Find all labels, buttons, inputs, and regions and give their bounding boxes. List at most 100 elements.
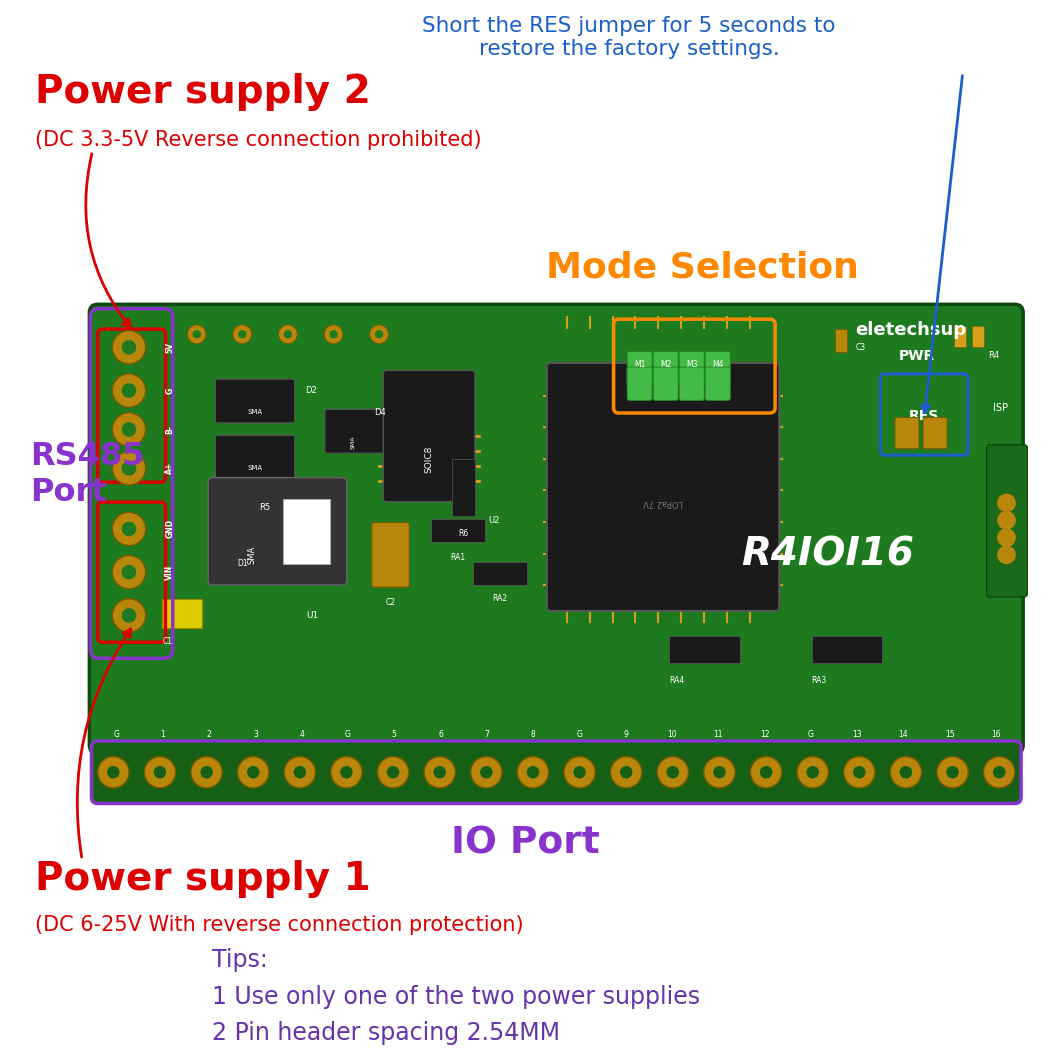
Text: 2: 2	[207, 730, 211, 739]
Text: PWR: PWR	[899, 349, 934, 363]
Circle shape	[470, 757, 502, 788]
Text: C1: C1	[163, 637, 172, 646]
Circle shape	[340, 766, 353, 778]
Text: 1: 1	[161, 730, 165, 739]
Circle shape	[122, 383, 136, 398]
Text: B-: B-	[166, 425, 174, 434]
Circle shape	[122, 522, 136, 537]
Text: D4: D4	[374, 407, 385, 417]
Text: RA1: RA1	[450, 552, 466, 562]
Circle shape	[112, 598, 146, 632]
Circle shape	[620, 766, 632, 778]
Text: D1: D1	[237, 559, 248, 568]
Text: 5: 5	[392, 730, 397, 739]
Text: IO Port: IO Port	[450, 825, 600, 861]
Text: RS485
Port: RS485 Port	[30, 441, 145, 507]
Circle shape	[187, 324, 206, 343]
Circle shape	[806, 766, 819, 778]
FancyBboxPatch shape	[627, 352, 652, 384]
Circle shape	[122, 461, 136, 476]
Circle shape	[704, 757, 735, 788]
Circle shape	[284, 330, 292, 338]
FancyBboxPatch shape	[89, 304, 1023, 754]
Text: R4IOI16: R4IOI16	[741, 536, 914, 574]
FancyBboxPatch shape	[383, 371, 475, 502]
Circle shape	[993, 766, 1006, 778]
Text: Tips:: Tips:	[212, 948, 268, 972]
Bar	[472, 562, 527, 585]
Text: M4: M4	[712, 360, 723, 369]
Circle shape	[998, 528, 1015, 547]
Circle shape	[191, 757, 223, 788]
Bar	[284, 499, 330, 564]
Circle shape	[237, 757, 269, 788]
Circle shape	[527, 766, 540, 778]
Circle shape	[98, 757, 129, 788]
Circle shape	[610, 757, 642, 788]
Text: ISP: ISP	[992, 403, 1008, 413]
Bar	[812, 636, 882, 663]
Circle shape	[797, 757, 828, 788]
Circle shape	[998, 494, 1015, 512]
Circle shape	[153, 766, 166, 778]
Circle shape	[122, 422, 136, 437]
Text: G: G	[113, 730, 120, 739]
Circle shape	[144, 757, 175, 788]
Text: 9: 9	[624, 730, 628, 739]
Circle shape	[573, 766, 586, 778]
Text: 14: 14	[899, 730, 908, 739]
Text: RA2: RA2	[492, 593, 507, 603]
FancyBboxPatch shape	[627, 368, 652, 400]
FancyBboxPatch shape	[372, 523, 410, 587]
Circle shape	[984, 757, 1014, 788]
FancyBboxPatch shape	[923, 418, 947, 448]
Text: Mode Selection: Mode Selection	[546, 250, 859, 285]
Circle shape	[998, 511, 1015, 529]
Bar	[835, 329, 847, 352]
Circle shape	[998, 545, 1015, 564]
Circle shape	[518, 757, 548, 788]
Text: 12: 12	[760, 730, 770, 739]
Text: eletechsup: eletechsup	[855, 321, 966, 339]
Bar	[972, 327, 984, 348]
Text: SMA: SMA	[248, 410, 262, 415]
Circle shape	[937, 757, 968, 788]
Circle shape	[294, 766, 307, 778]
Circle shape	[657, 757, 689, 788]
Circle shape	[112, 452, 146, 485]
FancyBboxPatch shape	[679, 368, 705, 400]
Text: D3: D3	[306, 503, 317, 511]
Bar	[669, 636, 739, 663]
Circle shape	[564, 757, 595, 788]
Text: 2 Pin header spacing 2.54MM: 2 Pin header spacing 2.54MM	[212, 1022, 561, 1046]
Circle shape	[112, 555, 146, 589]
Circle shape	[107, 766, 120, 778]
Text: M3: M3	[686, 360, 697, 369]
FancyBboxPatch shape	[653, 352, 678, 384]
Text: 3: 3	[253, 730, 258, 739]
Text: GND: GND	[166, 520, 174, 539]
Text: RES: RES	[909, 410, 940, 423]
Text: C3: C3	[856, 342, 865, 352]
Text: A+: A+	[166, 462, 174, 475]
Text: VIN: VIN	[166, 565, 174, 580]
Circle shape	[112, 512, 146, 546]
Circle shape	[122, 340, 136, 355]
Circle shape	[112, 374, 146, 407]
Circle shape	[667, 766, 679, 778]
FancyBboxPatch shape	[208, 478, 346, 585]
Bar	[567, 752, 590, 793]
Text: SMA: SMA	[248, 465, 262, 471]
Text: LOPa2 7V: LOPa2 7V	[643, 499, 682, 507]
Text: (DC 6-25V With reverse connection protection): (DC 6-25V With reverse connection protec…	[36, 915, 524, 936]
Bar	[217, 752, 240, 793]
Circle shape	[122, 565, 136, 580]
Text: RA3: RA3	[812, 676, 826, 685]
Text: RA4: RA4	[669, 676, 684, 685]
Circle shape	[122, 608, 136, 623]
FancyBboxPatch shape	[895, 418, 919, 448]
Text: 13: 13	[853, 730, 862, 739]
Circle shape	[377, 757, 408, 788]
Circle shape	[285, 757, 315, 788]
Bar	[237, 531, 267, 550]
